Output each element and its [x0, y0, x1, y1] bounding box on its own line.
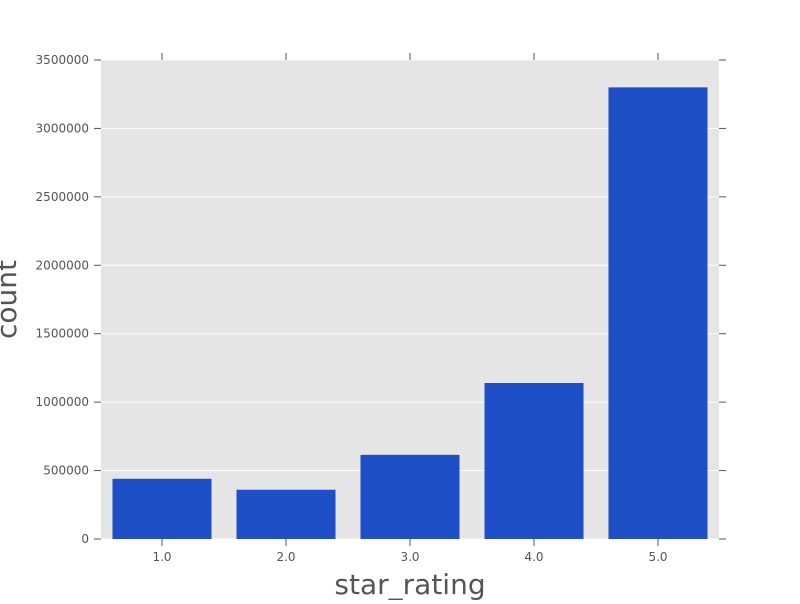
bar-4-0 [484, 382, 584, 539]
axis-ticks [94, 53, 726, 546]
x-tick-label: 2.0 [276, 550, 295, 564]
x-tick-label: 5.0 [648, 550, 667, 564]
y-tick-label: 3500000 [36, 53, 89, 67]
x-axis-label: star_rating [334, 568, 485, 600]
x-tick-labels: 1.0 2.0 3.0 4.0 5.0 [152, 550, 667, 564]
y-tick-labels: 0 500000 1000000 1500000 2000000 2500000 30000… [36, 53, 89, 546]
y-tick-label: 2500000 [36, 190, 89, 204]
bar-3-0 [360, 454, 460, 539]
x-tick-label: 3.0 [400, 550, 419, 564]
y-tick-label: 2000000 [36, 258, 89, 272]
x-tick-label: 4.0 [524, 550, 543, 564]
bar-5-0 [608, 87, 708, 539]
y-axis-label: count [0, 260, 23, 339]
bar-1-0 [112, 478, 212, 539]
y-tick-label: 1500000 [36, 327, 89, 341]
x-tick-label: 1.0 [152, 550, 171, 564]
y-tick-label: 500000 [43, 464, 89, 478]
bars [112, 87, 708, 539]
bar-2-0 [236, 489, 336, 539]
y-tick-label: 3000000 [36, 121, 89, 135]
y-tick-label: 0 [81, 532, 89, 546]
y-tick-label: 1000000 [36, 395, 89, 409]
